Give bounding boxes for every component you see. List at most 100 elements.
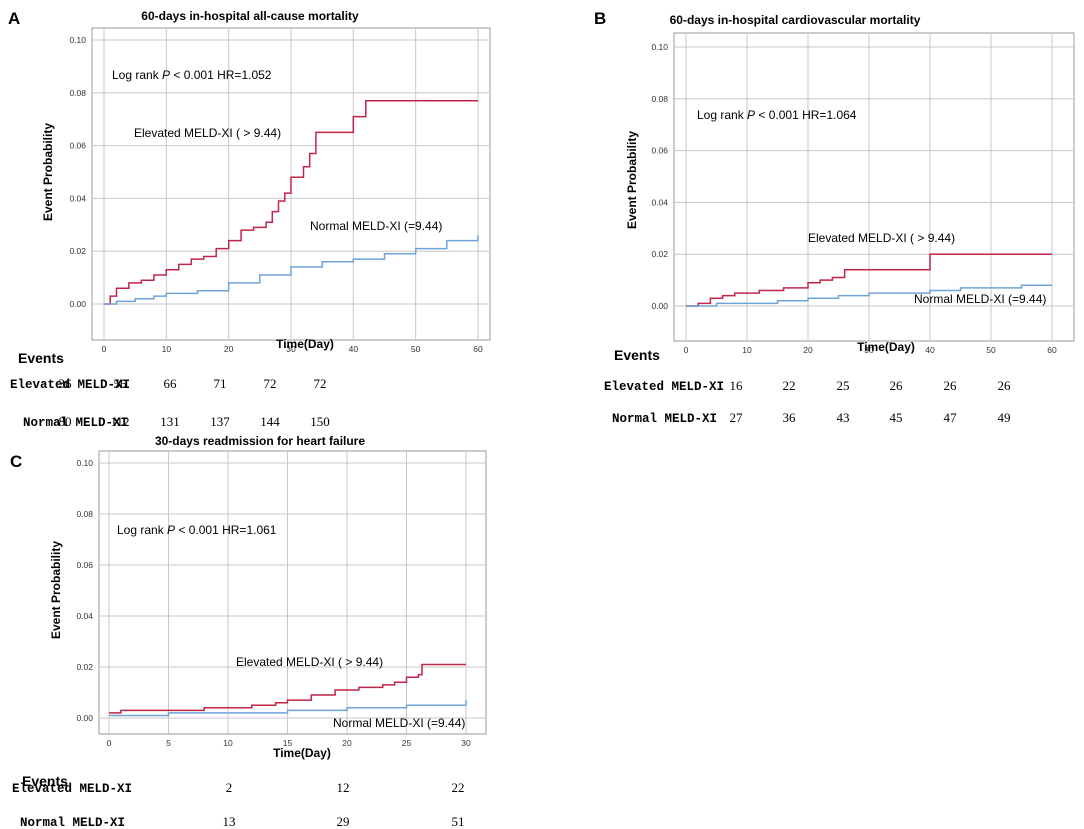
y-tick-label: 0.08 xyxy=(651,94,668,104)
x-tick-label: 60 xyxy=(1047,345,1057,355)
panel-a: A 60-days in-hospital all-cause mortality… xyxy=(8,9,491,430)
panel-c: C 30-days readmission for heart failure 0 5… xyxy=(10,434,487,829)
x-tick-label: 60 xyxy=(473,344,483,354)
chart-title: 30-days readmission for heart failure xyxy=(155,434,365,448)
x-tick-label: 25 xyxy=(402,738,412,748)
x-tick-label: 10 xyxy=(162,344,172,354)
series-line-normal xyxy=(109,700,467,717)
x-tick-label: 15 xyxy=(283,738,293,748)
x-tick-label: 0 xyxy=(107,738,112,748)
events-value: 13 xyxy=(223,814,236,829)
events-value: 43 xyxy=(837,410,850,425)
series-label-normal: Normal MELD-XI (=9.44) xyxy=(333,716,465,730)
series-label-elevated: Elevated MELD-XI ( > 9.44) xyxy=(134,126,281,140)
logrank-annotation: Log rank P < 0.001 HR=1.052 xyxy=(112,68,272,82)
events-value: 131 xyxy=(160,414,180,429)
y-tick-label: 0.08 xyxy=(69,88,86,98)
y-tick-label: 0.00 xyxy=(69,299,86,309)
events-value: 71 xyxy=(214,376,227,391)
y-tick-label: 0.06 xyxy=(76,560,93,570)
y-tick-label: 0.04 xyxy=(651,197,668,207)
x-axis-title: Time(Day) xyxy=(857,340,915,354)
x-tick-label: 0 xyxy=(102,344,107,354)
events-heading: Events xyxy=(22,773,68,789)
panel-letter: C xyxy=(10,452,22,471)
x-tick-label: 50 xyxy=(411,344,421,354)
events-value: 22 xyxy=(452,780,465,795)
y-axis-title: Event Probability xyxy=(49,541,63,639)
y-tick-label: 0.06 xyxy=(651,146,668,156)
x-tick-label: 50 xyxy=(986,345,996,355)
series-line-normal xyxy=(104,235,479,305)
x-axis-title: Time(Day) xyxy=(276,337,334,351)
events-value: 22 xyxy=(783,378,796,393)
plot-frame xyxy=(673,32,1075,342)
series-line-normal xyxy=(686,284,1052,307)
x-tick-label: 30 xyxy=(461,738,471,748)
series-label-normal: Normal MELD-XI (=9.44) xyxy=(310,219,442,233)
events-row-label: Elevated MELD-XI xyxy=(10,378,130,392)
x-tick-label: 40 xyxy=(925,345,935,355)
y-tick-label: 0.02 xyxy=(651,249,668,259)
events-value: 2 xyxy=(226,780,233,795)
y-axis-title: Event Probability xyxy=(41,123,55,221)
y-tick-label: 0.02 xyxy=(69,246,86,256)
events-value: 66 xyxy=(164,376,178,391)
events-value: 47 xyxy=(944,410,958,425)
y-tick-label: 0.10 xyxy=(651,42,668,52)
x-tick-label: 0 xyxy=(684,345,689,355)
events-row-label: Elevated MELD-XI xyxy=(604,380,724,394)
y-axis-title: Event Probability xyxy=(625,131,639,229)
events-value: 112 xyxy=(110,414,129,429)
events-row-label: Normal MELD-XI xyxy=(20,816,125,829)
events-row-label: Normal MELD-XI xyxy=(23,416,128,430)
events-heading: Events xyxy=(18,350,64,366)
chart-title: 60-days in-hospital all-cause mortality xyxy=(141,9,359,23)
series-line-elevated xyxy=(104,99,478,305)
chart-title: 60-days in-hospital cardiovascular morta… xyxy=(670,13,921,27)
series-line-elevated xyxy=(109,663,466,714)
x-tick-label: 20 xyxy=(803,345,813,355)
x-tick-label: 30 xyxy=(286,344,296,354)
events-row-label: Elevated MELD-XI xyxy=(12,782,132,796)
events-value: 36 xyxy=(59,376,73,391)
series-label-elevated: Elevated MELD-XI ( > 9.44) xyxy=(808,231,955,245)
plot-frame xyxy=(98,450,487,735)
x-tick-label: 20 xyxy=(342,738,352,748)
events-value: 137 xyxy=(210,414,230,429)
logrank-annotation: Log rank P < 0.001 HR=1.064 xyxy=(697,108,857,122)
events-heading: Events xyxy=(614,347,660,363)
events-value: 56 xyxy=(114,376,128,391)
events-value: 36 xyxy=(783,410,797,425)
x-tick-label: 40 xyxy=(349,344,359,354)
events-value: 72 xyxy=(314,376,327,391)
x-tick-label: 30 xyxy=(864,345,874,355)
events-value: 25 xyxy=(837,378,850,393)
y-tick-label: 0.02 xyxy=(76,662,93,672)
y-tick-label: 0.08 xyxy=(76,509,93,519)
events-row-label: Normal MELD-XI xyxy=(612,412,717,426)
events-value: 80 xyxy=(59,414,72,429)
y-tick-label: 0.00 xyxy=(651,301,668,311)
events-value: 12 xyxy=(337,780,350,795)
y-tick-label: 0.10 xyxy=(76,458,93,468)
panel-b: B 60-days in-hospital cardiovascular mort… xyxy=(594,9,1075,426)
events-value: 29 xyxy=(337,814,350,829)
events-value: 51 xyxy=(452,814,465,829)
y-tick-label: 0.04 xyxy=(76,611,93,621)
panel-letter: A xyxy=(8,9,20,28)
series-line-elevated xyxy=(686,253,1052,307)
events-value: 45 xyxy=(890,410,903,425)
series-label-normal: Normal MELD-XI (=9.44) xyxy=(914,292,1046,306)
x-axis-title: Time(Day) xyxy=(273,746,331,760)
panel-letter: B xyxy=(594,9,606,28)
series-label-elevated: Elevated MELD-XI ( > 9.44) xyxy=(236,655,383,669)
events-value: 26 xyxy=(944,378,958,393)
y-tick-label: 0.04 xyxy=(69,193,86,203)
events-value: 144 xyxy=(260,414,280,429)
y-tick-label: 0.10 xyxy=(69,35,86,45)
events-value: 49 xyxy=(998,410,1011,425)
events-value: 26 xyxy=(998,378,1012,393)
events-value: 16 xyxy=(730,378,744,393)
